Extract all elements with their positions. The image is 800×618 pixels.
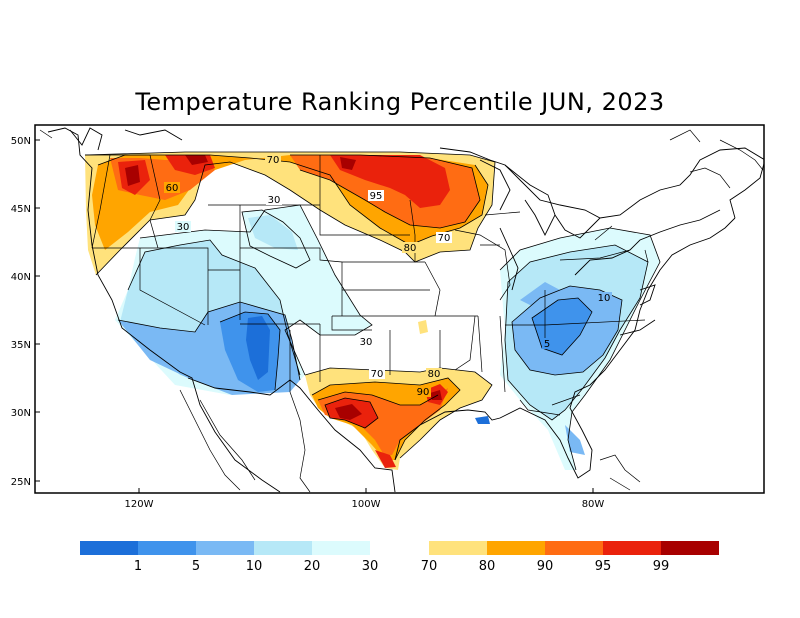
contour-label: 10	[598, 293, 611, 304]
contour-label: 5	[544, 339, 550, 350]
colorbar-warm-swatch	[545, 541, 603, 555]
longitude-axis: 120W 100W 80W	[125, 488, 605, 510]
contour-label: 70	[371, 369, 384, 380]
lon-tick-label: 120W	[125, 499, 154, 510]
map-frame	[34, 124, 765, 494]
lon-tick-label: 100W	[352, 499, 381, 510]
contour-label: 30	[268, 195, 281, 206]
latitude-axis: 50N 45N 40N 35N 30N 25N	[11, 136, 40, 488]
lat-tick-label: 50N	[11, 136, 31, 147]
map-title: Temperature Ranking Percentile JUN, 2023	[135, 88, 665, 116]
colorbar-label: 70	[421, 559, 438, 574]
map-area	[39, 127, 764, 493]
contour-label: 30	[360, 337, 373, 348]
colorbar-warm-swatch	[487, 541, 545, 555]
contour-label: 70	[267, 155, 280, 166]
contour-label: 80	[428, 369, 441, 380]
colorbar-cold-swatch	[138, 541, 196, 555]
colorbar-cold-swatch	[312, 541, 370, 555]
colorbar-label: 90	[537, 559, 554, 574]
colorbar-label: 5	[192, 559, 200, 574]
colorbar-cold-swatch	[196, 541, 254, 555]
colorbar-cold-swatch	[80, 541, 138, 555]
cold-anomaly-fills	[115, 205, 660, 470]
colorbar-warm-swatch	[429, 541, 487, 555]
contour-label: 70	[438, 233, 451, 244]
lat-tick-label: 45N	[11, 204, 31, 215]
colorbar-warm-swatch	[661, 541, 719, 555]
colorbar-label: 30	[362, 559, 379, 574]
contour-label: 80	[404, 243, 417, 254]
state-boundaries	[85, 154, 649, 416]
colorbar-cold-swatch	[254, 541, 312, 555]
colorbar-label: 1	[134, 559, 142, 574]
contour-label: 30	[177, 222, 190, 233]
lat-tick-label: 30N	[11, 408, 31, 419]
colorbar: 1 5 10 20 30 70 80 90 95 99	[80, 541, 719, 574]
contour-label: 95	[370, 191, 383, 202]
neighbor-borders	[39, 129, 764, 493]
colorbar-label: 20	[304, 559, 321, 574]
contour-label: 90	[417, 387, 430, 398]
lat-tick-label: 40N	[11, 272, 31, 283]
warm-anomaly-fills	[85, 152, 495, 470]
colorbar-label: 99	[653, 559, 670, 574]
contour-lines	[84, 151, 661, 471]
lat-tick-label: 25N	[11, 477, 31, 488]
colorbar-label: 95	[595, 559, 612, 574]
colorbar-label: 80	[479, 559, 496, 574]
colorbar-label: 10	[246, 559, 263, 574]
coastlines	[47, 127, 764, 493]
contour-labels: 60 70 30 95 30 80 70 10 30 5 70 80 90	[164, 154, 612, 398]
lon-tick-label: 80W	[582, 499, 605, 510]
lat-tick-label: 35N	[11, 340, 31, 351]
contour-label: 60	[166, 183, 179, 194]
colorbar-warm-swatch	[603, 541, 661, 555]
